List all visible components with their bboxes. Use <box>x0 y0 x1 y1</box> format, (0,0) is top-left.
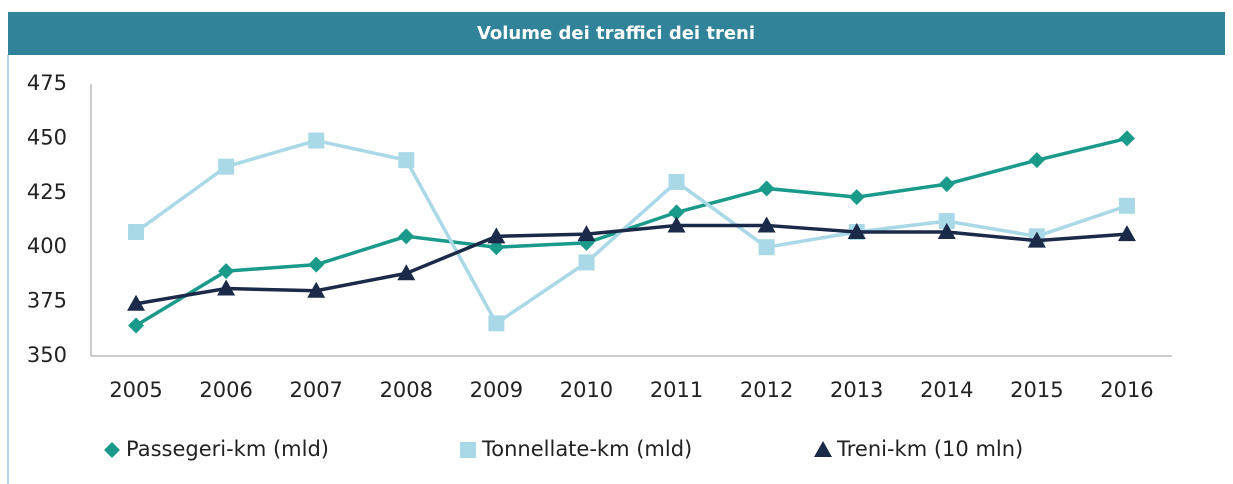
x-tick-label: 2016 <box>1100 378 1153 402</box>
data-point <box>128 223 145 240</box>
x-tick-label: 2005 <box>109 378 162 402</box>
x-tick-label: 2012 <box>740 378 793 402</box>
y-tick-label: 375 <box>27 289 67 313</box>
data-point <box>217 279 236 296</box>
data-point <box>398 228 415 245</box>
chart-title: Volume dei traffici dei treni <box>477 23 755 44</box>
x-tick-label: 2013 <box>830 378 883 402</box>
data-point <box>1117 225 1136 242</box>
title-bar <box>8 12 1225 55</box>
series-line <box>135 223 1128 306</box>
data-point <box>757 216 776 233</box>
y-tick-label: 450 <box>27 125 67 149</box>
x-tick-label: 2009 <box>470 378 523 402</box>
legend-label: Tonnellate-km (mld) <box>481 437 692 461</box>
legend-label: Passegeri-km (mld) <box>126 437 329 461</box>
data-point <box>487 227 506 244</box>
y-tick-label: 350 <box>27 343 67 367</box>
data-point <box>938 176 955 193</box>
data-point <box>668 204 685 221</box>
data-point <box>398 152 415 169</box>
data-point <box>668 173 685 190</box>
data-point <box>758 239 775 256</box>
data-point <box>667 216 686 233</box>
legend-label: Treni-km (10 mln) <box>836 437 1023 461</box>
data-point <box>847 222 866 239</box>
data-point <box>578 254 595 271</box>
x-tick-label: 2007 <box>289 378 342 402</box>
data-point <box>577 225 596 242</box>
data-point <box>218 158 235 175</box>
x-tick-label: 2011 <box>650 378 703 402</box>
y-tick-label: 425 <box>27 180 67 204</box>
data-point <box>758 180 775 197</box>
series-line <box>135 136 1128 328</box>
data-point <box>848 189 865 206</box>
data-point <box>308 132 325 149</box>
series-line <box>135 138 1128 326</box>
data-point <box>127 294 146 311</box>
data-point <box>1027 231 1046 248</box>
data-point <box>397 264 416 281</box>
x-tick-label: 2006 <box>199 378 252 402</box>
data-point <box>1028 152 1045 169</box>
y-tick-label: 400 <box>27 234 67 258</box>
data-point <box>307 281 326 298</box>
legend-marker <box>460 442 476 458</box>
data-point <box>938 213 955 230</box>
x-tick-label: 2010 <box>560 378 613 402</box>
legend-marker <box>814 441 832 457</box>
legend-marker <box>104 442 120 458</box>
x-tick-label: 2014 <box>920 378 973 402</box>
data-point <box>218 263 235 280</box>
x-tick-label: 2008 <box>380 378 433 402</box>
data-point <box>308 256 325 273</box>
data-point <box>128 317 145 334</box>
data-point <box>488 315 505 332</box>
y-tick-label: 475 <box>27 71 67 95</box>
x-tick-label: 2015 <box>1010 378 1063 402</box>
data-point <box>1118 197 1135 214</box>
data-point <box>937 222 956 239</box>
data-point <box>1118 130 1135 147</box>
